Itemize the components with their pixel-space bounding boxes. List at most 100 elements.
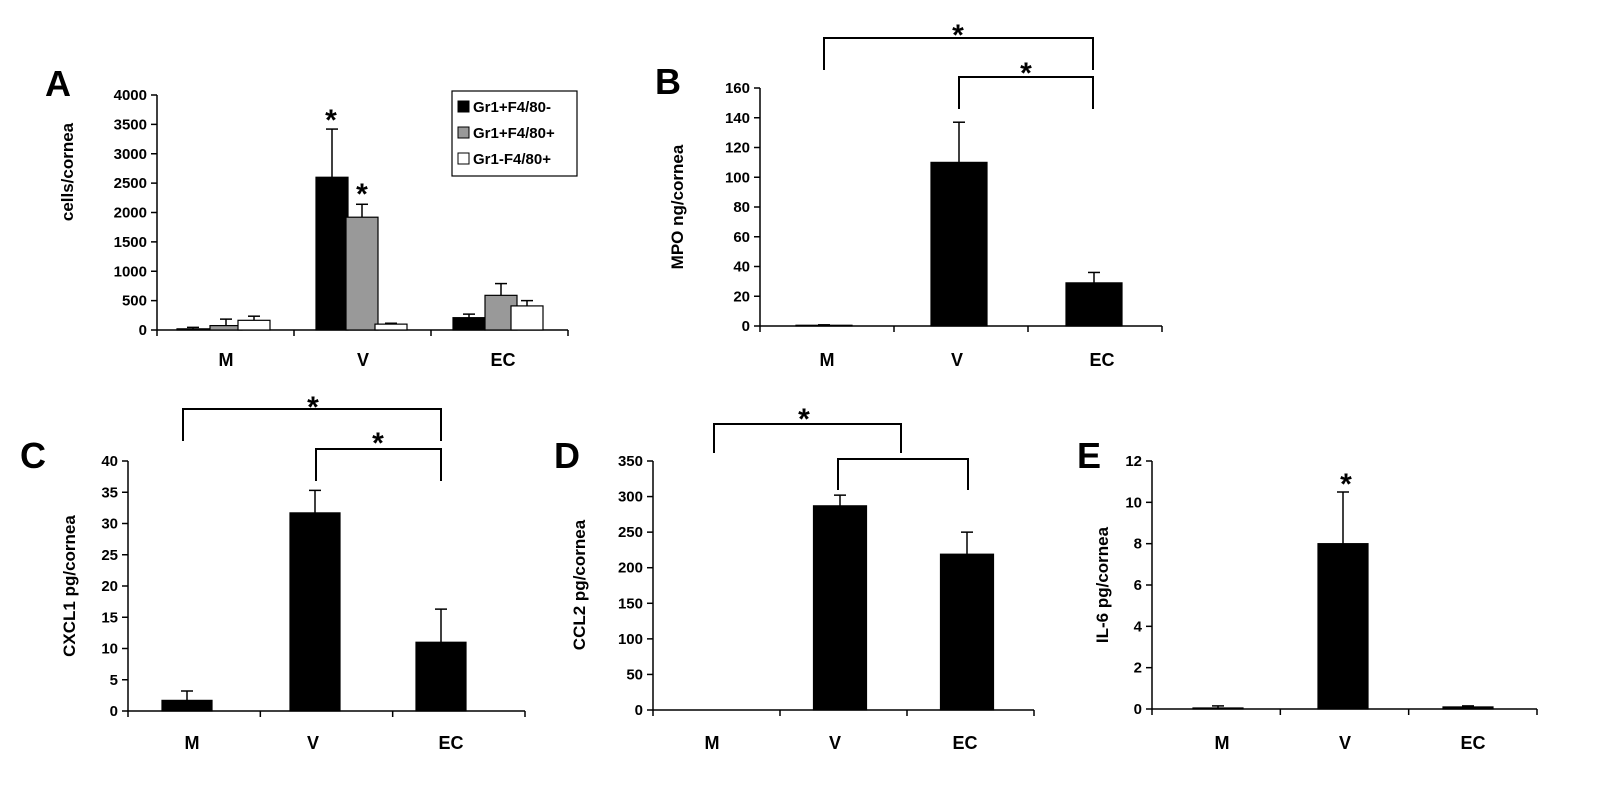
y-tick-label: 250 bbox=[618, 524, 643, 541]
y-tick-label: 500 bbox=[122, 293, 147, 310]
y-tick-label: 6 bbox=[1134, 577, 1142, 594]
panel-label: A bbox=[45, 63, 71, 104]
y-tick-label: 4000 bbox=[114, 87, 147, 104]
y-tick-label: 100 bbox=[618, 631, 643, 648]
panel-label: D bbox=[554, 435, 580, 476]
y-tick-label: 200 bbox=[618, 560, 643, 577]
y-tick-label: 12 bbox=[1125, 453, 1142, 470]
x-tick-label: V bbox=[307, 733, 319, 753]
legend-box bbox=[451, 90, 578, 177]
bar bbox=[1192, 707, 1244, 710]
bar bbox=[237, 319, 271, 331]
x-tick-label: M bbox=[219, 350, 234, 370]
bar bbox=[345, 216, 379, 331]
significance-bracket bbox=[958, 76, 1094, 109]
panel-label: B bbox=[655, 61, 681, 102]
y-tick-label: 35 bbox=[101, 484, 118, 501]
legend-label: Gr1-F4/80+ bbox=[473, 151, 551, 168]
y-axis-label: cells/cornea bbox=[58, 122, 77, 221]
y-tick-label: 8 bbox=[1134, 536, 1142, 553]
x-tick-label: V bbox=[829, 733, 841, 753]
y-tick-label: 20 bbox=[101, 578, 118, 595]
y-tick-label: 0 bbox=[635, 702, 643, 719]
significance-star: * bbox=[325, 104, 337, 137]
significance-star: * bbox=[798, 403, 810, 436]
legend-label: Gr1+F4/80- bbox=[473, 99, 551, 116]
panel-d: D CCL2 pg/cornea 0 50 100 150 200 250 300 350 M V EC… bbox=[554, 403, 1035, 753]
x-tick-label: V bbox=[951, 350, 963, 370]
bar bbox=[1065, 282, 1123, 327]
bar bbox=[315, 176, 349, 331]
y-tick-label: 0 bbox=[139, 322, 147, 339]
bar bbox=[939, 553, 995, 711]
y-tick-label: 50 bbox=[626, 666, 643, 683]
y-tick-label: 100 bbox=[725, 169, 750, 186]
bar bbox=[812, 505, 868, 711]
y-tick-label: 2500 bbox=[114, 175, 147, 192]
x-tick-label: V bbox=[357, 350, 369, 370]
y-tick-label: 40 bbox=[101, 453, 118, 470]
x-tick-label: EC bbox=[1089, 350, 1114, 370]
y-tick-label: 120 bbox=[725, 140, 750, 157]
x-tick-label: V bbox=[1339, 733, 1351, 753]
bar bbox=[176, 328, 210, 331]
y-tick-label: 140 bbox=[725, 110, 750, 127]
bar bbox=[930, 161, 988, 327]
significance-bracket bbox=[315, 448, 442, 481]
x-tick-label: M bbox=[820, 350, 835, 370]
bar bbox=[510, 305, 544, 331]
y-tick-label: 150 bbox=[618, 595, 643, 612]
y-axis-label: CXCL1 pg/cornea bbox=[60, 515, 79, 657]
significance-bracket bbox=[713, 423, 902, 453]
y-tick-label: 10 bbox=[1125, 494, 1142, 511]
bar bbox=[161, 699, 213, 712]
y-tick-label: 160 bbox=[725, 80, 750, 97]
y-tick-label: 350 bbox=[618, 453, 643, 470]
significance-star: * bbox=[307, 391, 319, 424]
panel-c: C CXCL1 pg/cornea 0 5 10 15 20 25 30 35 40 M V EC * * bbox=[20, 391, 526, 753]
significance-star: * bbox=[1340, 468, 1352, 501]
significance-bracket bbox=[823, 37, 1094, 70]
x-tick-label: M bbox=[185, 733, 200, 753]
y-tick-label: 80 bbox=[733, 199, 750, 216]
y-tick-label: 2 bbox=[1134, 660, 1142, 677]
y-tick-label: 3000 bbox=[114, 146, 147, 163]
y-axis-label: CCL2 pg/cornea bbox=[570, 519, 589, 650]
significance-star: * bbox=[372, 427, 384, 460]
y-tick-label: 60 bbox=[733, 229, 750, 246]
y-tick-label: 0 bbox=[1134, 701, 1142, 718]
y-tick-label: 40 bbox=[733, 259, 750, 276]
y-tick-label: 4 bbox=[1134, 618, 1143, 635]
y-axis-label: IL-6 pg/cornea bbox=[1093, 526, 1112, 643]
bar bbox=[1442, 706, 1494, 710]
bar bbox=[415, 641, 467, 712]
y-tick-label: 30 bbox=[101, 516, 118, 533]
legend-label: Gr1+F4/80+ bbox=[473, 125, 555, 142]
x-tick-label: EC bbox=[952, 733, 977, 753]
bar bbox=[209, 324, 243, 331]
x-tick-label: EC bbox=[490, 350, 515, 370]
y-tick-label: 0 bbox=[742, 318, 750, 335]
y-tick-label: 300 bbox=[618, 489, 643, 506]
significance-star: * bbox=[356, 178, 368, 211]
x-tick-label: M bbox=[1215, 733, 1230, 753]
y-axis-label: MPO ng/cornea bbox=[668, 144, 687, 269]
x-tick-label: EC bbox=[1460, 733, 1485, 753]
y-tick-label: 25 bbox=[101, 547, 118, 564]
bar bbox=[1317, 543, 1369, 710]
significance-star: * bbox=[952, 19, 964, 52]
bar bbox=[452, 317, 486, 331]
panel-label: C bbox=[20, 435, 46, 476]
significance-bracket bbox=[837, 458, 969, 490]
x-tick-label: M bbox=[705, 733, 720, 753]
bar bbox=[289, 512, 341, 712]
significance-bracket bbox=[182, 408, 442, 441]
x-tick-label: EC bbox=[438, 733, 463, 753]
panel-e: E IL-6 pg/cornea 0 2 4 6 8 10 12 M V EC * bbox=[1077, 435, 1538, 753]
y-tick-label: 15 bbox=[101, 609, 118, 626]
legend-swatch bbox=[457, 126, 470, 139]
legend-swatch bbox=[457, 100, 470, 113]
y-tick-label: 0 bbox=[110, 703, 118, 720]
